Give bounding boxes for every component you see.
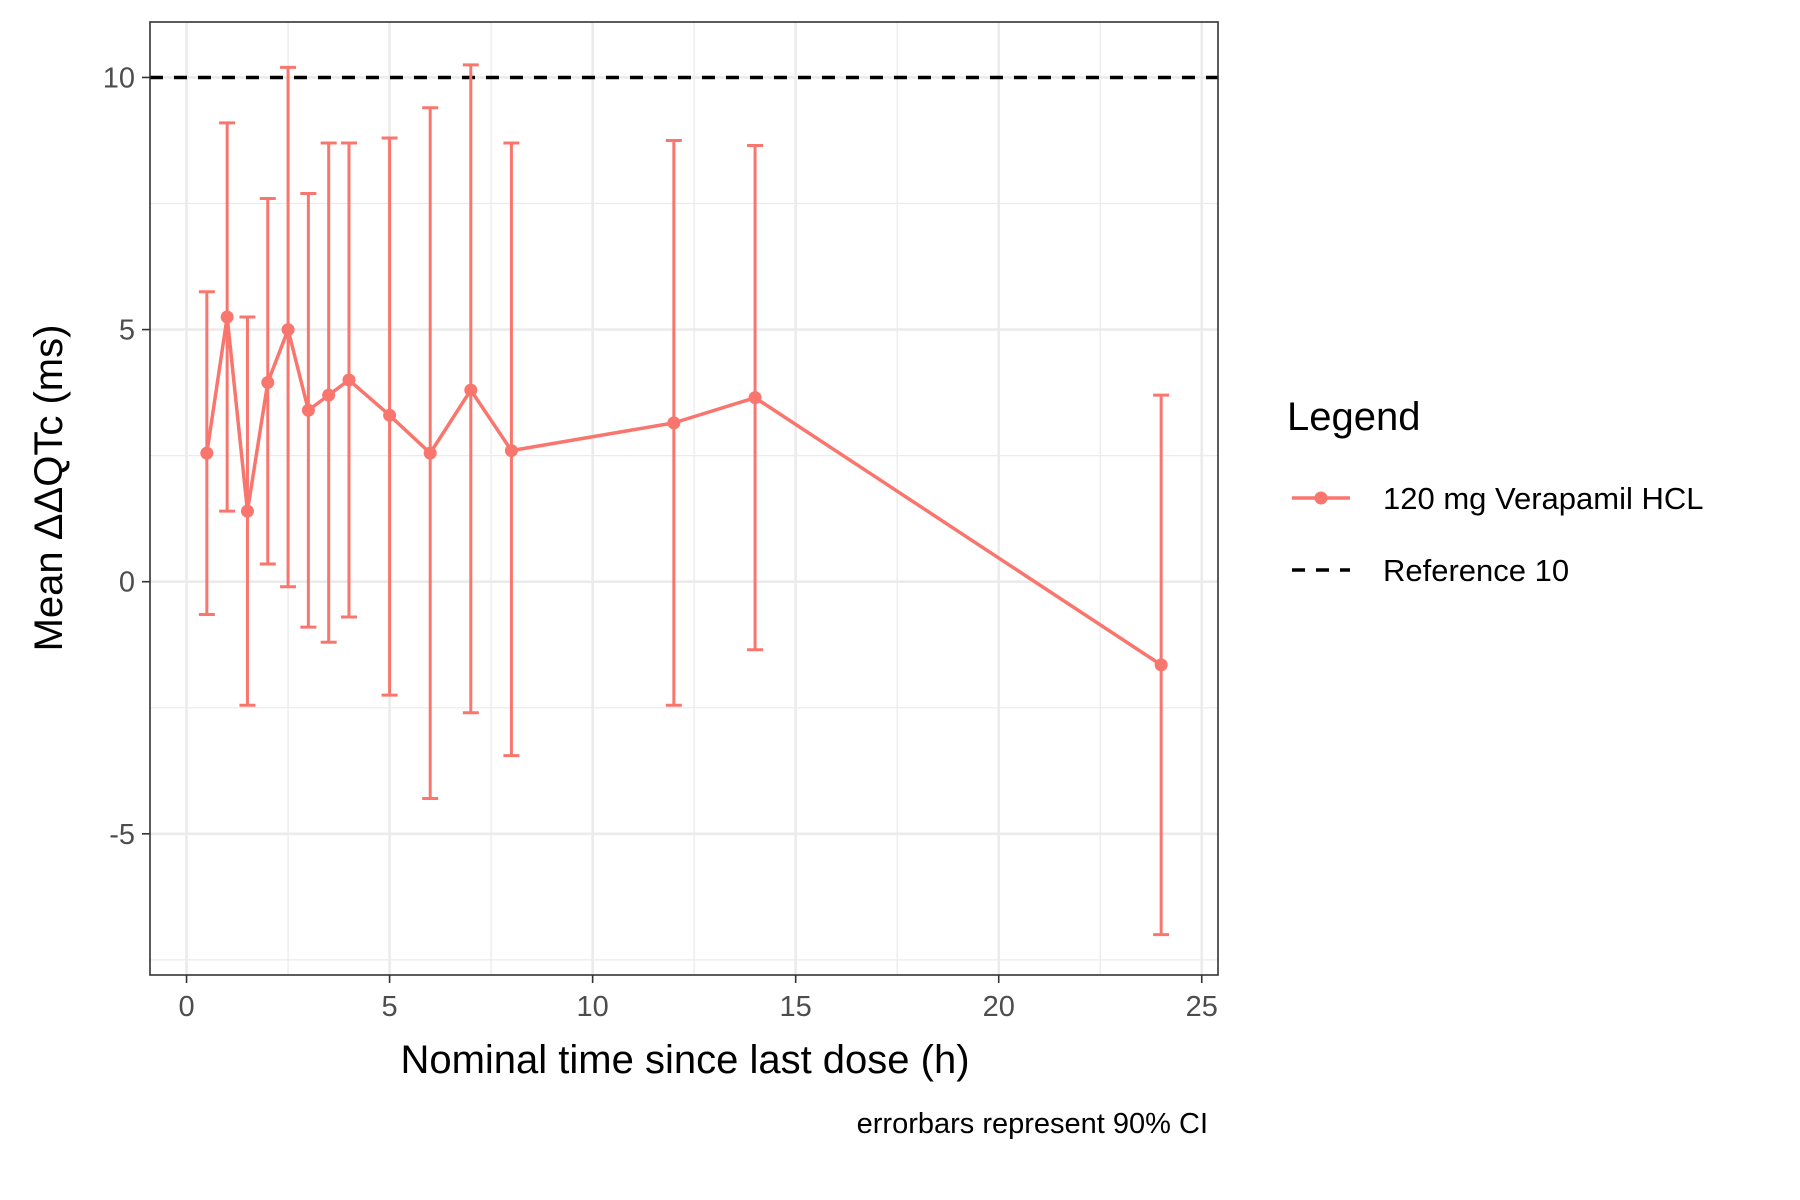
caption: errorbars represent 90% CI [857,1108,1208,1140]
series-point-layer [200,310,1168,672]
grid-lines [150,22,1218,975]
panel-border [149,21,1219,976]
x-tick-label: 5 [382,991,398,1023]
panel-border-rect [149,21,1219,976]
x-tick-label: 10 [576,991,608,1023]
x-tick-label: 25 [1186,991,1218,1023]
data-point [504,444,518,458]
data-point [200,446,214,460]
legend-series-point-key [1314,491,1328,505]
data-point [240,504,254,518]
errorbar-layer [198,63,1170,937]
data-point [281,323,295,337]
x-axis-title: Nominal time since last dose (h) [400,1038,969,1082]
data-point [464,383,478,397]
data-point [748,391,762,405]
data-point [1154,658,1168,672]
legend: Legend 120 mg Verapamil HCL Reference 10 [1287,395,1704,588]
axis-ticks: 0 5 10 15 20 25 -5 0 5 10 [103,62,1218,1023]
data-point [423,446,437,460]
y-tick-label: -5 [109,819,135,851]
data-point [301,403,315,417]
data-point [322,388,336,402]
data-point [261,376,275,390]
y-tick-label: 10 [103,62,135,94]
data-point [667,416,681,430]
data-point [220,310,234,324]
y-tick-label: 5 [119,315,135,347]
data-point [383,408,397,422]
legend-entry-series: 120 mg Verapamil HCL [1383,481,1704,516]
data-point [342,373,356,387]
legend-title: Legend [1287,395,1420,439]
x-tick-label: 0 [178,991,194,1023]
x-tick-label: 15 [780,991,812,1023]
y-tick-label: 0 [119,567,135,599]
y-axis-title: Mean ΔΔQTc (ms) [27,325,71,652]
x-tick-label: 20 [983,991,1015,1023]
legend-entry-reference: Reference 10 [1383,553,1569,588]
